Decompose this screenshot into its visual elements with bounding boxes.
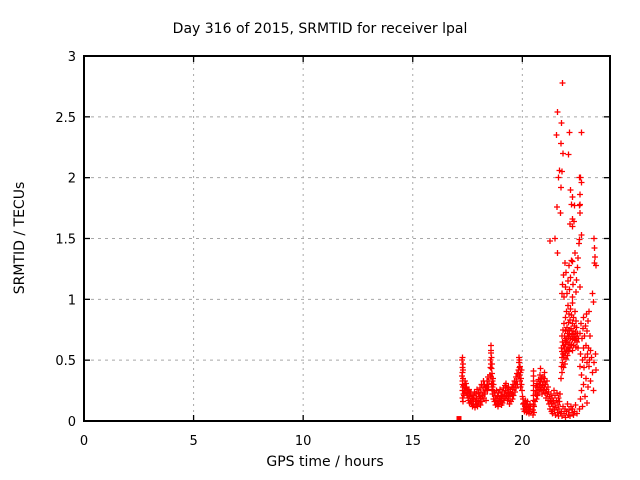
data-point-square [456, 416, 462, 422]
x-tick-label: 10 [295, 434, 312, 449]
x-axis-label: GPS time / hours [266, 454, 384, 470]
x-tick-label: 0 [80, 434, 88, 449]
y-tick-label: 1.5 [55, 233, 76, 248]
plot-border [83, 55, 611, 422]
y-tick-label: 2.5 [55, 111, 76, 126]
y-tick-label: 3 [68, 50, 76, 65]
y-tick-label: 2 [68, 172, 76, 187]
y-tick-label: 0.5 [55, 354, 76, 369]
data-points-plus [459, 80, 599, 421]
y-tick-label: 0 [68, 415, 76, 430]
y-tick-label: 1 [68, 293, 76, 308]
x-tick-label: 15 [404, 434, 421, 449]
x-tick-label: 20 [514, 434, 531, 449]
x-tick-label: 5 [189, 434, 197, 449]
chart-title: Day 316 of 2015, SRMTID for receiver lpa… [172, 21, 468, 37]
